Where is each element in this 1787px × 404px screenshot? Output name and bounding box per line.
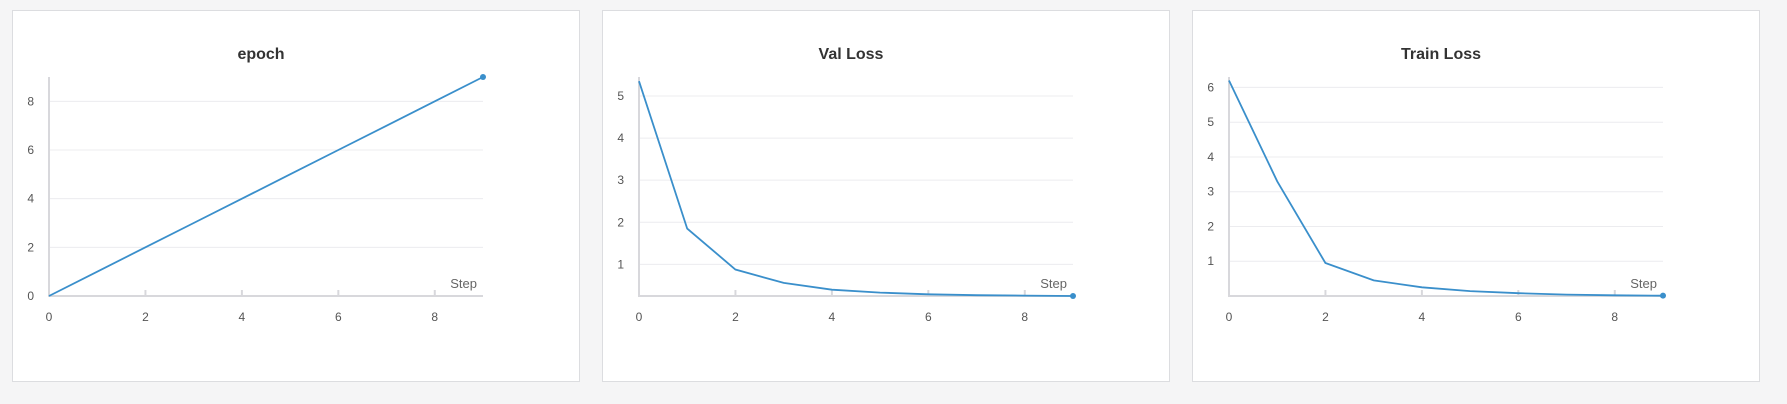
val-loss-y-tick-label: 5 — [617, 89, 624, 103]
val-loss-x-tick-label: 6 — [925, 310, 932, 324]
train-loss-y-tick-label: 3 — [1207, 185, 1214, 199]
val-loss-title: Val Loss — [819, 46, 884, 63]
chart-svg-val-loss: Val Loss 1 2 3 4 5 0 2 4 6 8 Step — [617, 46, 1076, 324]
chart-svg-epoch: epoch 0 2 4 6 8 0 2 4 6 8 Step — [27, 46, 486, 324]
train-loss-x-tick-label: 8 — [1611, 310, 1618, 324]
train-loss-y-tick-label: 5 — [1207, 115, 1214, 129]
epoch-series-end-point — [480, 74, 486, 80]
chart-panel-val-loss: Val Loss 1 2 3 4 5 0 2 4 6 8 Step — [602, 10, 1170, 382]
epoch-x-tick-label: 2 — [142, 310, 149, 324]
val-loss-x-tick-label: 8 — [1021, 310, 1028, 324]
epoch-y-tick-label: 2 — [27, 240, 34, 254]
val-loss-series-end-point — [1070, 293, 1076, 299]
val-loss-y-tick-label: 3 — [617, 173, 624, 187]
val-loss-y-tick-label: 2 — [617, 215, 624, 229]
val-loss-x-axis-label: Step — [1040, 276, 1067, 291]
epoch-x-tick-label: 8 — [431, 310, 438, 324]
train-loss-title: Train Loss — [1401, 46, 1481, 63]
train-loss-y-tick-label: 2 — [1207, 219, 1214, 233]
val-loss-y-tick-label: 1 — [617, 257, 624, 271]
val-loss-x-tick-label: 4 — [829, 310, 836, 324]
train-loss-x-axis-label: Step — [1630, 276, 1657, 291]
train-loss-x-tick-label: 6 — [1515, 310, 1522, 324]
train-loss-x-tick-label: 0 — [1226, 310, 1233, 324]
train-loss-series-end-point — [1660, 292, 1666, 299]
val-loss-x-tick-label: 0 — [636, 310, 643, 324]
chart-svg-train-loss: Train Loss 1 2 3 4 5 6 0 2 4 6 8 Step — [1207, 46, 1666, 324]
train-loss-x-tick-label: 2 — [1322, 310, 1329, 324]
epoch-y-tick-label: 4 — [27, 192, 34, 206]
train-loss-series-line — [1228, 80, 1664, 297]
epoch-y-tick-label: 6 — [27, 143, 34, 157]
epoch-title: epoch — [237, 46, 284, 63]
train-loss-x-tick-label: 4 — [1419, 310, 1426, 324]
epoch-series-line — [48, 76, 484, 297]
epoch-x-tick-label: 0 — [46, 310, 53, 324]
chart-panel-epoch: epoch 0 2 4 6 8 0 2 4 6 8 Step — [12, 10, 580, 382]
train-loss-y-tick-label: 4 — [1207, 150, 1214, 164]
epoch-x-axis-label: Step — [450, 276, 477, 291]
val-loss-series-line — [638, 80, 1074, 297]
train-loss-y-tick-label: 6 — [1207, 80, 1214, 94]
chart-panel-train-loss: Train Loss 1 2 3 4 5 6 0 2 4 6 8 Step — [1192, 10, 1760, 382]
epoch-x-tick-label: 4 — [239, 310, 246, 324]
epoch-y-tick-label: 8 — [27, 94, 34, 108]
val-loss-x-tick-label: 2 — [732, 310, 739, 324]
epoch-y-tick-label: 0 — [27, 289, 34, 303]
train-loss-y-tick-label: 1 — [1207, 254, 1214, 268]
val-loss-y-tick-label: 4 — [617, 131, 624, 145]
epoch-x-tick-label: 6 — [335, 310, 342, 324]
